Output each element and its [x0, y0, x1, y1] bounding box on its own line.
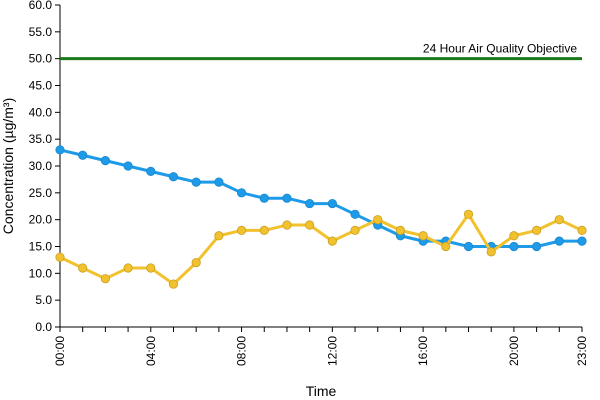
data-point	[395, 225, 406, 235]
data-point	[577, 225, 587, 235]
data-point	[236, 188, 247, 198]
data-point	[123, 161, 133, 171]
data-point	[100, 274, 110, 284]
y-tick-label: 0.0	[35, 320, 52, 334]
y-tick-label: 35.0	[29, 132, 53, 146]
series-2	[55, 209, 587, 289]
data-point	[214, 177, 224, 187]
y-axis-title: Concentration (µg/m³)	[0, 98, 16, 234]
data-point	[350, 209, 360, 219]
y-tick-label: 10.0	[29, 266, 53, 280]
y-tick-label: 25.0	[29, 186, 53, 200]
data-point	[486, 247, 496, 257]
x-tick-label: 04:00	[144, 336, 158, 366]
data-point	[463, 241, 474, 252]
data-point	[168, 279, 179, 289]
data-point	[532, 225, 542, 235]
data-point	[554, 236, 564, 246]
series-1	[55, 145, 587, 252]
data-point	[259, 225, 269, 235]
x-axis-title: Time	[306, 383, 337, 399]
data-point	[305, 220, 315, 230]
y-tick-label: 55.0	[29, 25, 53, 39]
x-axis-ticks: 00:00 04:00 08:00 12:00 16:00 20:00 23:00	[53, 327, 589, 366]
reference-line-group: 24 Hour Air Quality Objective	[60, 42, 582, 61]
data-point	[554, 215, 564, 225]
x-tick-label: 12:00	[325, 336, 339, 366]
data-point	[259, 193, 269, 203]
y-tick-label: 5.0	[35, 293, 52, 307]
data-point	[78, 150, 88, 160]
data-point	[327, 236, 337, 246]
data-point	[191, 257, 201, 268]
data-point	[146, 263, 156, 273]
data-point	[509, 231, 519, 241]
reference-line-label: 24 Hour Air Quality Objective	[423, 42, 577, 56]
data-point	[100, 156, 110, 166]
y-tick-label: 60.0	[29, 0, 53, 12]
data-point	[78, 263, 88, 273]
data-point	[123, 263, 133, 273]
x-tick-label: 00:00	[53, 336, 67, 366]
x-tick-label: 20:00	[507, 336, 521, 366]
data-point	[55, 145, 65, 155]
data-point	[146, 166, 156, 176]
data-point	[191, 177, 201, 187]
data-point	[577, 236, 587, 246]
data-point	[282, 220, 292, 230]
y-tick-label: 50.0	[29, 52, 53, 66]
data-point	[305, 198, 315, 209]
data-point	[441, 241, 451, 252]
x-tick-label: 23:00	[575, 336, 589, 366]
data-point	[214, 231, 224, 241]
y-axis-ticks: 0.0 5.0 10.0 15.0 20.0 25.0 30.0 35.0 40.0 45.0 50…	[29, 0, 60, 334]
data-point	[236, 225, 247, 235]
y-tick-label: 20.0	[29, 213, 53, 227]
y-tick-label: 40.0	[29, 105, 53, 119]
y-tick-label: 15.0	[29, 240, 53, 254]
x-tick-label: 16:00	[416, 336, 430, 366]
data-point	[532, 241, 542, 252]
series-line	[59, 212, 583, 286]
data-point	[418, 231, 428, 241]
series-group	[55, 145, 587, 289]
y-tick-label: 45.0	[29, 79, 53, 93]
x-tick-label: 08:00	[235, 336, 249, 366]
data-point	[55, 252, 65, 262]
y-tick-label: 30.0	[29, 159, 53, 173]
data-point	[350, 225, 360, 235]
data-point	[373, 215, 383, 225]
data-point	[463, 209, 474, 219]
data-point	[282, 193, 292, 203]
data-point	[509, 241, 519, 252]
data-point	[327, 198, 337, 209]
data-point	[168, 172, 179, 182]
